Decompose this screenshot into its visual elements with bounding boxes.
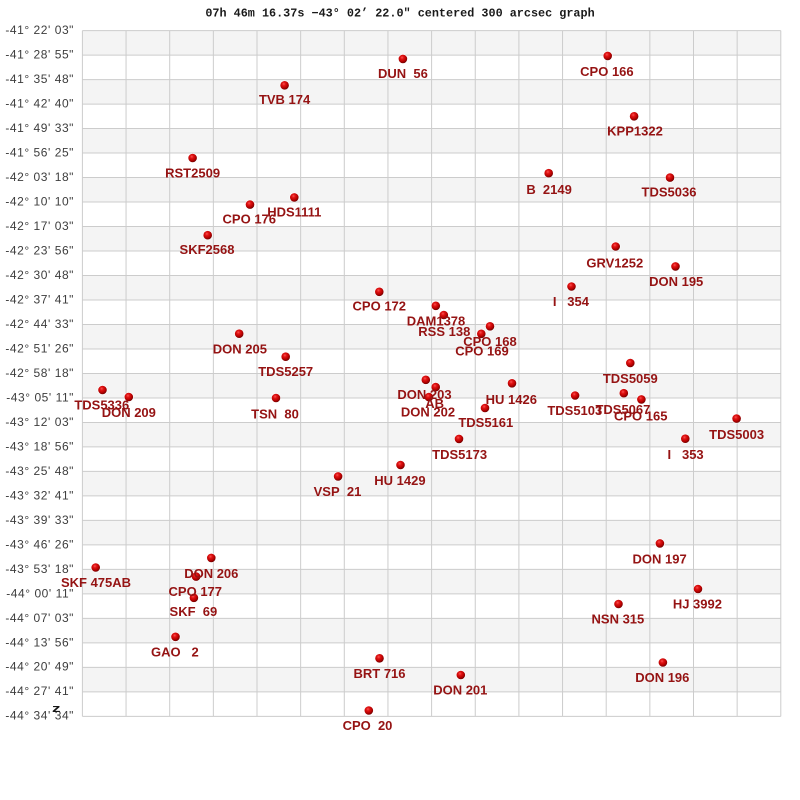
svg-text:VSP 21: VSP 21	[314, 484, 362, 499]
svg-text:-43° 53' 18": -43° 53' 18"	[5, 562, 74, 576]
svg-text:NSN 315: NSN 315	[592, 611, 645, 626]
svg-text:-41° 42' 40": -41° 42' 40"	[5, 96, 74, 110]
svg-text:I 353: I 353	[668, 447, 704, 462]
svg-text:TDS5003: TDS5003	[709, 427, 764, 442]
svg-text:B 2149: B 2149	[526, 182, 572, 197]
svg-text:DON 205: DON 205	[213, 342, 267, 357]
svg-text:CPO 168: CPO 168	[463, 334, 516, 349]
svg-text:CPO 169: CPO 169	[455, 344, 508, 359]
svg-text:CPO 165: CPO 165	[614, 408, 667, 423]
svg-text:HU 1429: HU 1429	[374, 473, 425, 488]
svg-text:DON 196: DON 196	[635, 670, 689, 685]
svg-text:TDS5103: TDS5103	[547, 403, 602, 418]
svg-text:RSS 138: RSS 138	[418, 324, 470, 339]
svg-text:SKF2568: SKF2568	[180, 242, 235, 257]
svg-text:-43° 46' 26": -43° 46' 26"	[5, 537, 74, 551]
svg-text:DON 202: DON 202	[401, 404, 455, 419]
svg-text:BRT 716: BRT 716	[353, 666, 405, 681]
svg-text:DON 209: DON 209	[102, 405, 156, 420]
svg-text:DON 195: DON 195	[649, 274, 703, 289]
svg-text:-42° 03' 18": -42° 03' 18"	[5, 170, 74, 184]
svg-text:KPP1322: KPP1322	[607, 124, 663, 139]
svg-text:TDS5173: TDS5173	[432, 447, 487, 462]
svg-text:TDS5036: TDS5036	[642, 185, 697, 200]
svg-text:TDS5257: TDS5257	[258, 364, 313, 379]
svg-text:-44° 20' 49": -44° 20' 49"	[5, 660, 74, 674]
svg-text:TDS5336: TDS5336	[74, 397, 129, 412]
svg-text:07h 46m 16.37s −43° 02’ 22.0": 07h 46m 16.37s −43° 02’ 22.0" centered 3…	[205, 7, 594, 21]
svg-text:-43° 32' 41": -43° 32' 41"	[5, 488, 74, 502]
svg-text:DON 206: DON 206	[184, 566, 238, 581]
svg-text:-44° 34' 34": -44° 34' 34"	[5, 709, 74, 723]
svg-text:SKF 69: SKF 69	[170, 604, 218, 619]
svg-text:TDS5161: TDS5161	[458, 415, 513, 430]
svg-text:RST2509: RST2509	[165, 165, 220, 180]
svg-text:z: z	[52, 703, 61, 715]
svg-text:HJ 3992: HJ 3992	[673, 597, 722, 612]
svg-text:CPO 20: CPO 20	[343, 718, 393, 733]
svg-text:-43° 05' 11": -43° 05' 11"	[6, 390, 74, 404]
svg-text:GRV1252: GRV1252	[586, 256, 643, 271]
svg-text:-42° 30' 48": -42° 30' 48"	[5, 268, 74, 282]
svg-text:-42° 44' 33": -42° 44' 33"	[5, 317, 74, 331]
svg-text:-43° 39' 33": -43° 39' 33"	[5, 513, 74, 527]
svg-text:I 354: I 354	[553, 294, 590, 309]
svg-text:DON 203: DON 203	[397, 387, 451, 402]
svg-text:CPO 172: CPO 172	[353, 298, 406, 313]
svg-text:DUN 56: DUN 56	[378, 66, 428, 81]
svg-text:CPO 177: CPO 177	[169, 584, 222, 599]
svg-text:-43° 25' 48": -43° 25' 48"	[5, 464, 74, 478]
svg-text:HU 1426: HU 1426	[486, 392, 537, 407]
svg-text:DON 201: DON 201	[433, 682, 487, 697]
svg-text:DON 197: DON 197	[632, 551, 686, 566]
svg-text:-41° 56' 25": -41° 56' 25"	[5, 145, 74, 159]
svg-text:-42° 51' 26": -42° 51' 26"	[5, 341, 74, 355]
svg-text:-44° 27' 41": -44° 27' 41"	[5, 684, 74, 698]
svg-text:-41° 35' 48": -41° 35' 48"	[5, 72, 74, 86]
svg-text:AB: AB	[425, 396, 444, 411]
svg-text:-41° 22' 03": -41° 22' 03"	[5, 23, 74, 37]
svg-text:-42° 23' 56": -42° 23' 56"	[5, 243, 74, 257]
svg-text:-44° 13' 56": -44° 13' 56"	[5, 635, 74, 649]
svg-text:-41° 28' 55": -41° 28' 55"	[5, 47, 74, 61]
svg-text:HDS1111: HDS1111	[267, 204, 321, 219]
svg-text:-44° 00' 11": -44° 00' 11"	[6, 586, 74, 600]
svg-text:SKF 475AB: SKF 475AB	[61, 575, 131, 590]
svg-text:-44° 07' 03": -44° 07' 03"	[5, 611, 74, 625]
svg-text:CPO 176: CPO 176	[223, 212, 276, 227]
svg-text:DAM1378: DAM1378	[407, 314, 466, 329]
svg-text:-42° 17' 03": -42° 17' 03"	[5, 219, 74, 233]
svg-text:-43° 12' 03": -43° 12' 03"	[5, 415, 74, 429]
svg-text:TDS5067: TDS5067	[595, 402, 650, 417]
svg-text:-42° 37' 41": -42° 37' 41"	[5, 292, 74, 306]
svg-text:TDS5059: TDS5059	[603, 371, 658, 386]
svg-text:CPO 166: CPO 166	[580, 64, 633, 79]
svg-text:-43° 18' 56": -43° 18' 56"	[5, 439, 74, 453]
svg-text:-42° 58' 18": -42° 58' 18"	[5, 366, 74, 380]
svg-text:GAO 2: GAO 2	[151, 645, 199, 660]
svg-text:TVB 174: TVB 174	[259, 92, 311, 107]
svg-text:TSN 80: TSN 80	[251, 407, 299, 422]
svg-text:-41° 49' 33": -41° 49' 33"	[5, 121, 74, 135]
svg-text:-42° 10' 10": -42° 10' 10"	[5, 194, 74, 208]
